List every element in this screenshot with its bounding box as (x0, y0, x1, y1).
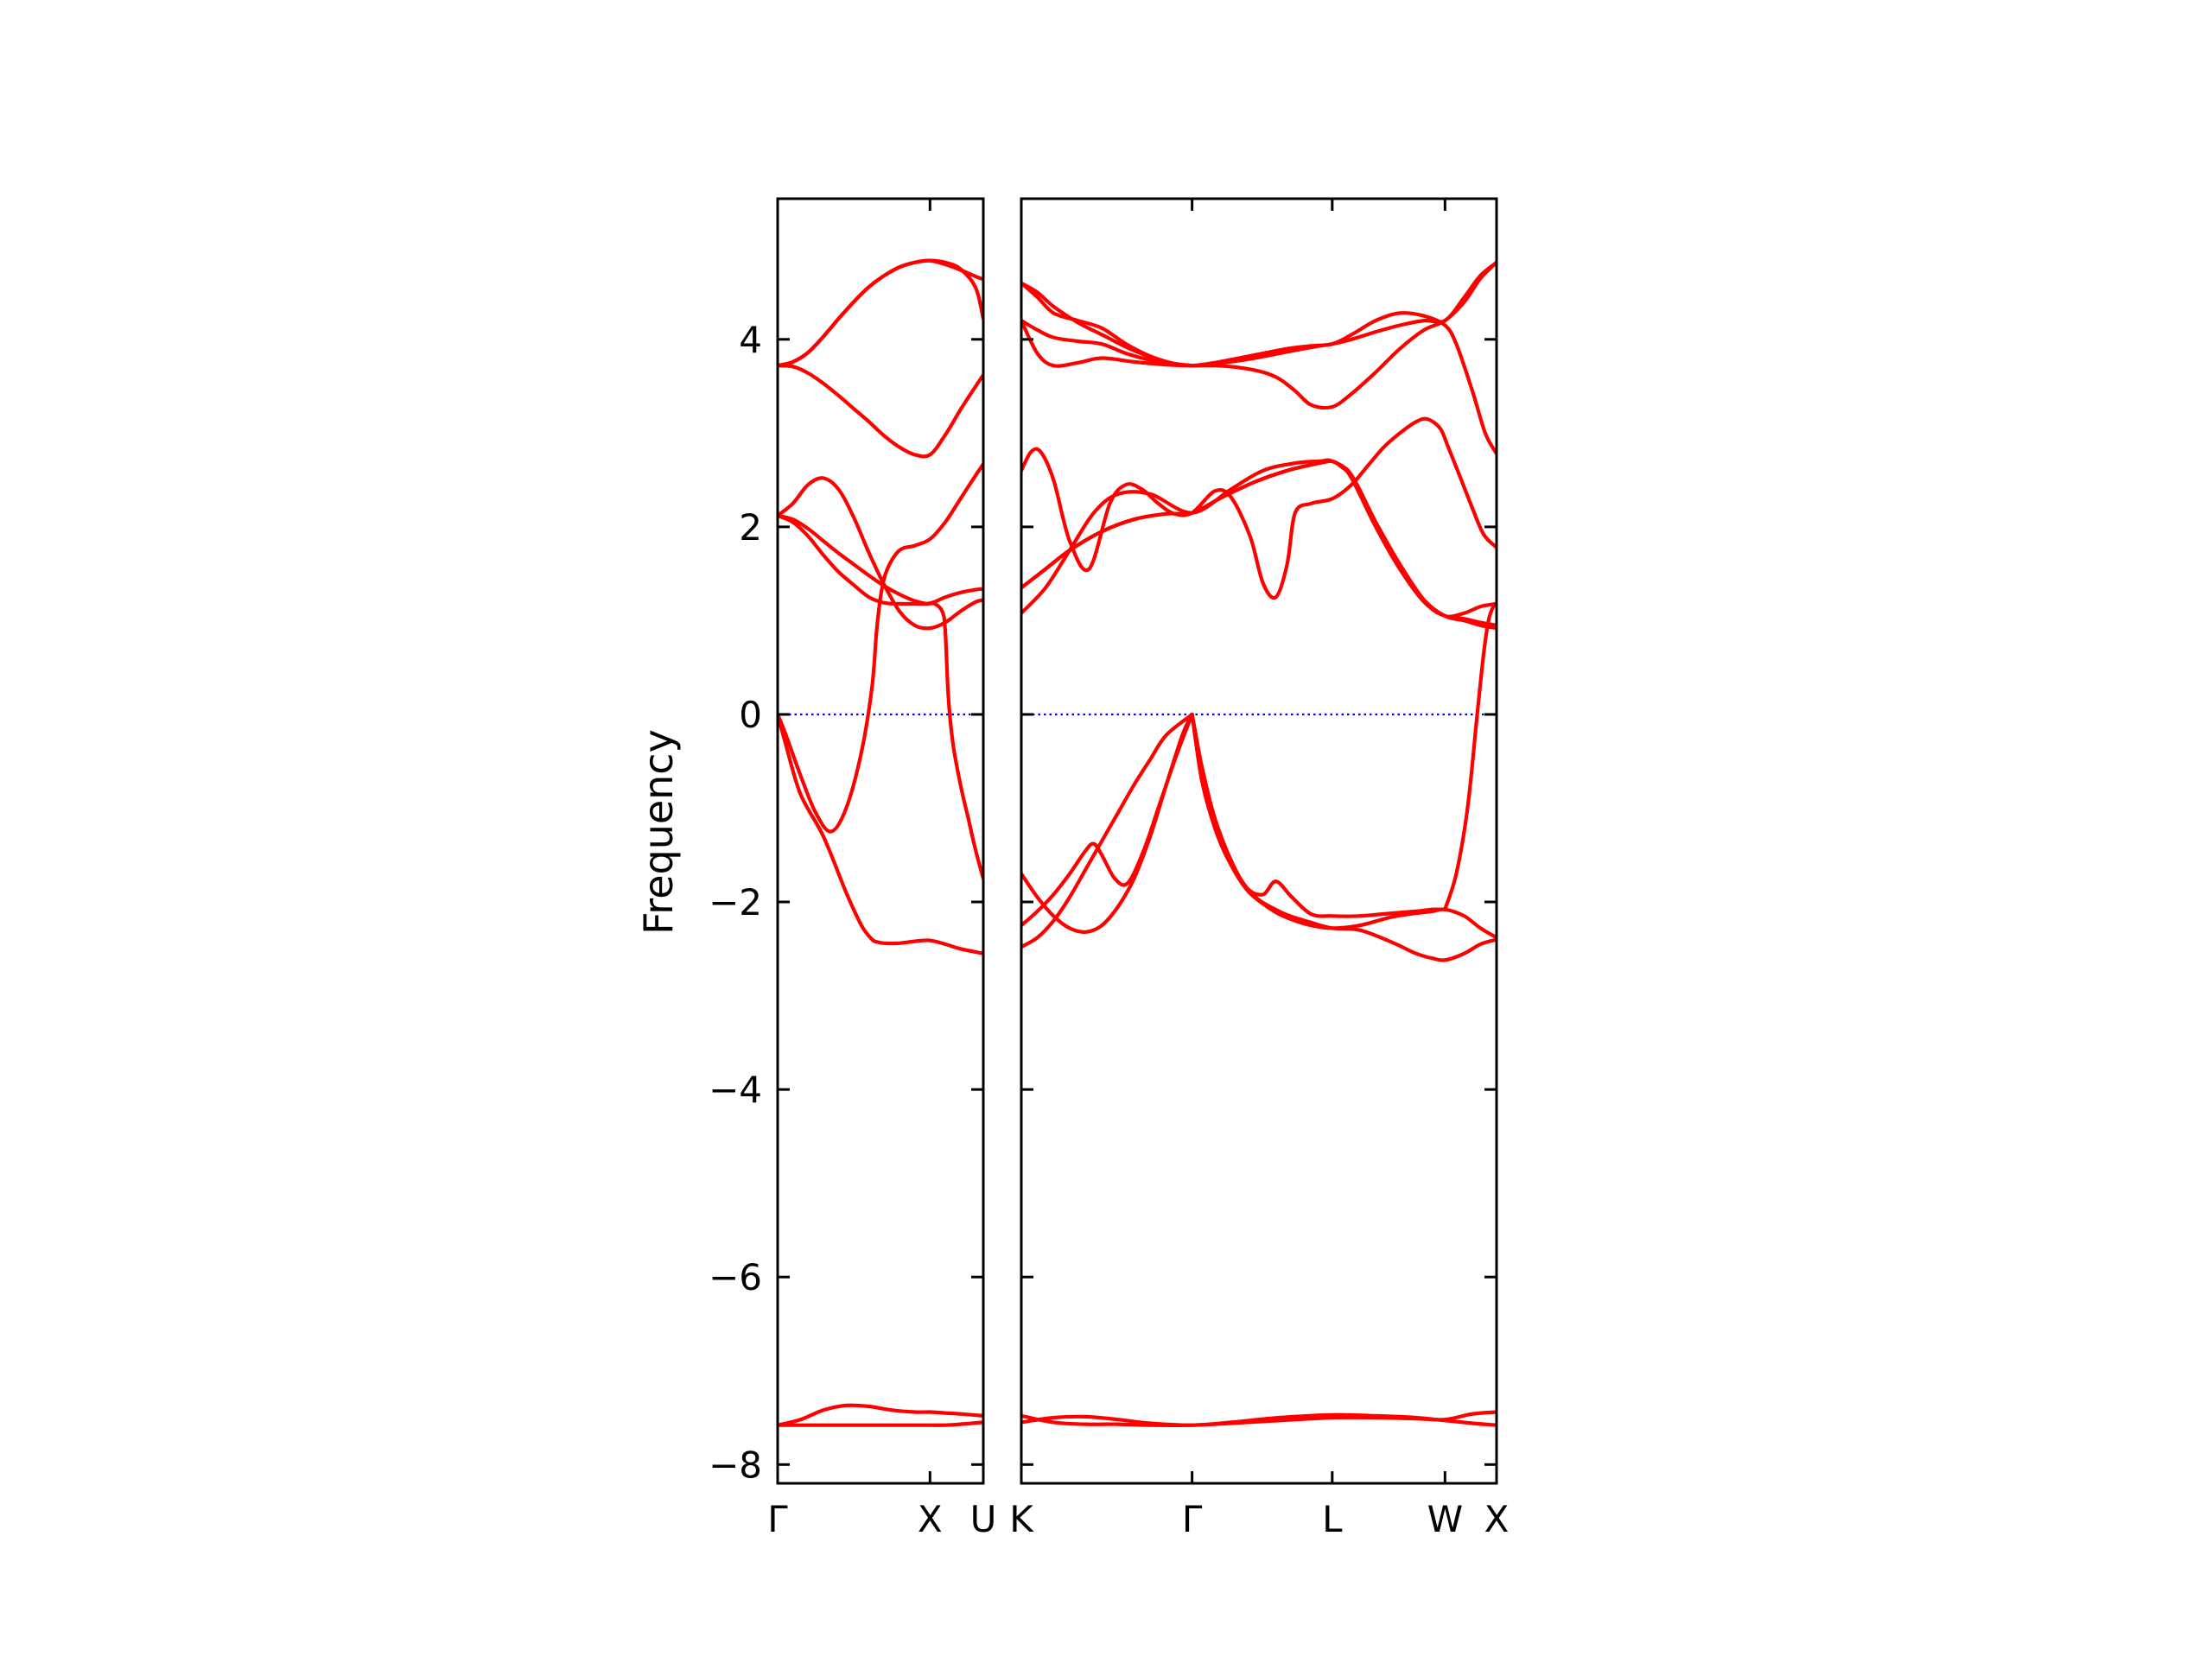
band-line-1 (778, 1420, 983, 1427)
band-line-6 (778, 476, 983, 631)
band-line-3 (778, 712, 983, 955)
band-line-4 (1021, 712, 1194, 928)
band-line-2 (1021, 1410, 1497, 1428)
band-line-15 (1021, 311, 1497, 456)
panel-frame (776, 197, 985, 1485)
x-tick-label: Γ (1182, 1498, 1203, 1540)
bands-group (1021, 260, 1497, 1428)
band-line-13 (1021, 458, 1497, 631)
band-line-5 (1021, 712, 1194, 934)
y-tick-label: 2 (739, 506, 762, 549)
panel-frame (1020, 197, 1498, 1485)
panel-1: −8 −6 −4 −2 0 2 4 Γ X U (709, 197, 997, 1540)
y-axis-label: Frequency (635, 729, 682, 935)
band-line-2 (778, 1403, 983, 1427)
x-tick-label: X (1484, 1498, 1510, 1540)
y-tick-label: 0 (739, 694, 762, 736)
y-tick-label: −6 (709, 1256, 762, 1298)
band-line-6 (1190, 712, 1447, 918)
band-line-9 (1443, 601, 1497, 911)
band-line-12 (1021, 416, 1497, 600)
y-tick-label: 4 (739, 319, 762, 361)
x-tick-label: W (1427, 1498, 1464, 1540)
band-line-10 (778, 258, 983, 368)
x-tick-label: X (918, 1498, 943, 1540)
band-line-4 (778, 462, 983, 834)
band-line-7 (778, 513, 983, 606)
bands-group (778, 258, 983, 1427)
band-line-7 (1190, 712, 1497, 940)
y-tick-label: −4 (709, 1069, 762, 1111)
band-line-16 (1021, 260, 1497, 410)
y-tick-label: −8 (709, 1444, 762, 1486)
x-tick-label: U (970, 1498, 997, 1540)
x-tick-label: K (1009, 1498, 1034, 1540)
band-line-14 (1021, 260, 1497, 368)
x-tick-label: L (1322, 1498, 1343, 1540)
band-line-5 (778, 513, 983, 880)
band-line-11 (1021, 459, 1497, 619)
x-tick-label: Γ (767, 1498, 788, 1540)
band-line-8 (778, 364, 983, 459)
band-line-17 (1021, 281, 1194, 368)
y-tick-label: −2 (709, 881, 762, 924)
band-line-8 (1190, 712, 1497, 962)
band-line-3 (1021, 712, 1194, 949)
